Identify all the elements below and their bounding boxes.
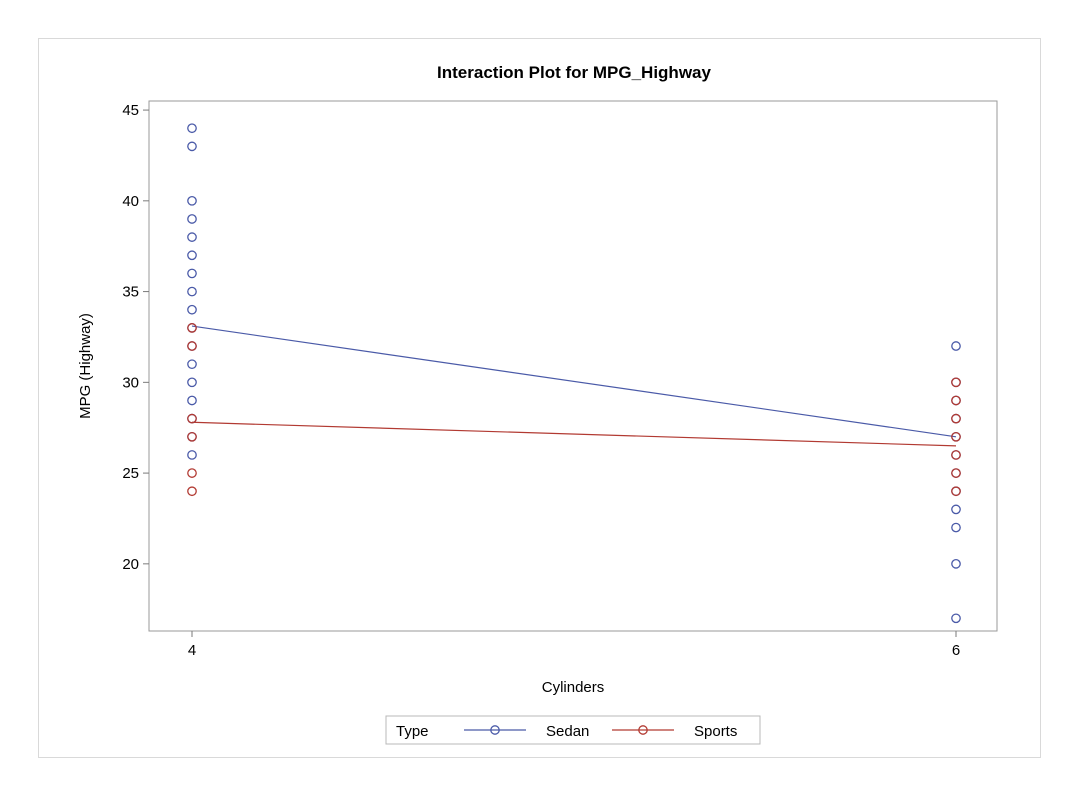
chart-frame: Interaction Plot for MPG_Highway 20 25 30 3… (38, 38, 1041, 758)
sedan-point (187, 195, 197, 206)
sports-point (951, 377, 961, 388)
legend-items: Sedan Sports (464, 723, 737, 740)
chart-title: Interaction Plot for MPG_Highway (437, 63, 711, 82)
sports-point (951, 486, 961, 497)
sports-point (187, 341, 197, 351)
legend-sedan-label: Sedan (546, 723, 589, 740)
sedan-point (187, 214, 197, 224)
sports-point (951, 413, 961, 424)
sports-point (951, 468, 961, 478)
sedan-point (187, 250, 197, 261)
sports-point (951, 395, 961, 406)
sedan-point (187, 304, 197, 315)
legend-sports-marker (638, 725, 648, 735)
sedan-point (187, 141, 197, 152)
x-tick-label: 4 (188, 642, 196, 659)
series-lines (191, 325, 957, 447)
sports-point (951, 431, 961, 442)
legend: Type Sedan Sports (385, 715, 761, 745)
sports-mean-line (191, 421, 957, 447)
sports-point (187, 486, 197, 497)
sports-point (951, 450, 961, 460)
sports-point (187, 413, 197, 424)
y-tick-label: 20 (122, 556, 139, 573)
y-tick-label: 40 (122, 193, 139, 210)
sedan-point (951, 558, 961, 569)
sedan-point (187, 359, 197, 370)
sedan-mean-line (191, 325, 957, 438)
sedan-point (951, 613, 961, 624)
sedan-point (187, 232, 197, 242)
sedan-point (187, 377, 197, 388)
sedan-point (187, 268, 197, 279)
sedan-point (187, 450, 197, 460)
sedan-point (951, 504, 961, 515)
y-axis-label: MPG (Highway) (77, 313, 94, 419)
legend-title: Type (396, 723, 429, 740)
x-axis-label: Cylinders (542, 679, 605, 696)
y-tick-label: 35 (122, 284, 139, 301)
y-axis: 20 25 30 35 40 45 (122, 102, 149, 573)
interaction-plot: Interaction Plot for MPG_Highway 20 25 30 3… (77, 63, 998, 745)
y-tick-label: 30 (122, 374, 139, 391)
sedan-point (187, 123, 197, 134)
sports-point (187, 323, 197, 333)
sedan-point (187, 286, 197, 297)
x-tick-label: 6 (952, 642, 960, 659)
y-tick-label: 25 (122, 465, 139, 482)
sports-point (187, 431, 197, 442)
y-tick-label: 45 (122, 102, 139, 119)
plot-area-border (148, 100, 998, 632)
legend-sedan-marker (490, 725, 500, 735)
sports-point (187, 468, 197, 478)
sedan-point (951, 522, 961, 533)
legend-box (385, 715, 761, 745)
series-points (187, 123, 961, 624)
sedan-point (951, 341, 961, 351)
sedan-point (187, 395, 197, 406)
legend-sports-label: Sports (694, 723, 737, 740)
